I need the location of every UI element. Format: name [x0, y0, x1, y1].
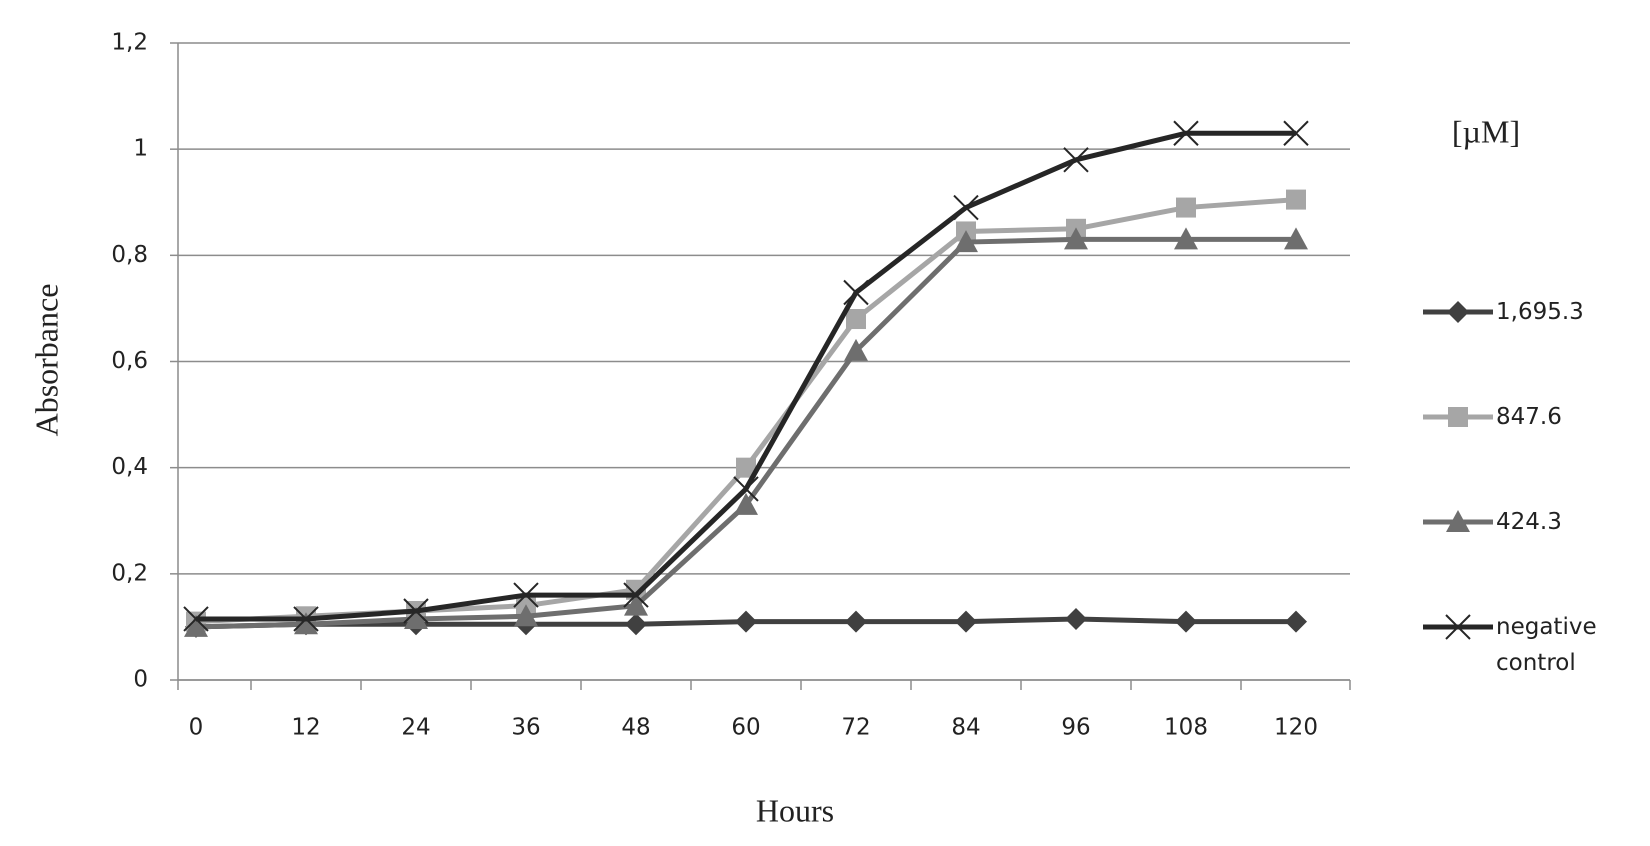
marker	[733, 476, 759, 502]
marker	[1286, 189, 1306, 210]
marker	[953, 194, 979, 221]
marker	[736, 457, 756, 478]
marker	[1065, 607, 1087, 630]
marker	[513, 582, 539, 608]
x-tick-label: 36	[511, 715, 540, 741]
marker	[1175, 610, 1197, 633]
y-tick-label: 0,8	[111, 242, 148, 268]
marker	[1283, 120, 1309, 146]
marker	[955, 610, 977, 633]
x-tick-label: 96	[1061, 715, 1090, 741]
y-tick-label: 1	[133, 136, 148, 162]
y-tick-label: 0,6	[111, 348, 148, 374]
marker	[734, 492, 758, 515]
x-tick-label: 72	[841, 715, 870, 741]
legend-title: [µM]	[1452, 113, 1520, 149]
marker	[403, 598, 429, 624]
marker	[623, 582, 649, 608]
y-axis-label: Absorbance	[28, 284, 64, 437]
legend-label: 424.3	[1496, 509, 1562, 535]
series-line	[196, 130, 1296, 622]
x-tick-label: 12	[291, 715, 320, 741]
x-tick-label: 48	[621, 715, 650, 741]
marker	[1176, 197, 1196, 218]
marker	[625, 613, 647, 636]
y-tick-label: 0,4	[111, 454, 148, 480]
legend-label: negative control	[1496, 614, 1597, 676]
y-tick-label: 0	[133, 667, 148, 693]
marker	[846, 309, 866, 330]
marker	[1063, 147, 1089, 173]
marker	[1174, 227, 1198, 250]
y-tick-label: 1,2	[111, 30, 148, 56]
marker	[624, 593, 648, 616]
x-tick-label: 120	[1274, 715, 1318, 741]
series-line	[195, 236, 1296, 630]
x-tick-label: 84	[951, 715, 980, 741]
y-tick-label: 0,2	[111, 560, 148, 586]
x-tick-label: 24	[401, 715, 430, 741]
x-tick-label: 60	[731, 715, 760, 741]
marker	[844, 338, 868, 361]
legend-label: 1,695.3	[1496, 299, 1584, 325]
marker	[294, 612, 318, 635]
marker	[1284, 227, 1308, 250]
marker	[404, 606, 428, 629]
marker	[1285, 610, 1307, 633]
marker	[293, 606, 319, 632]
marker	[514, 604, 538, 627]
marker	[735, 610, 757, 633]
marker	[1445, 614, 1471, 640]
x-tick-label: 108	[1164, 715, 1208, 741]
x-axis-label: Hours	[756, 792, 834, 828]
marker	[1064, 227, 1088, 250]
marker	[183, 606, 209, 632]
marker	[1447, 301, 1469, 323]
legend-label: 847.6	[1496, 404, 1562, 430]
marker	[1446, 510, 1470, 532]
marker	[184, 614, 208, 637]
marker	[954, 230, 978, 253]
series-line	[195, 197, 1297, 625]
marker	[845, 610, 867, 633]
x-tick-label: 0	[189, 715, 204, 741]
marker	[1448, 407, 1468, 427]
marker	[1173, 120, 1199, 146]
marker	[843, 279, 869, 306]
